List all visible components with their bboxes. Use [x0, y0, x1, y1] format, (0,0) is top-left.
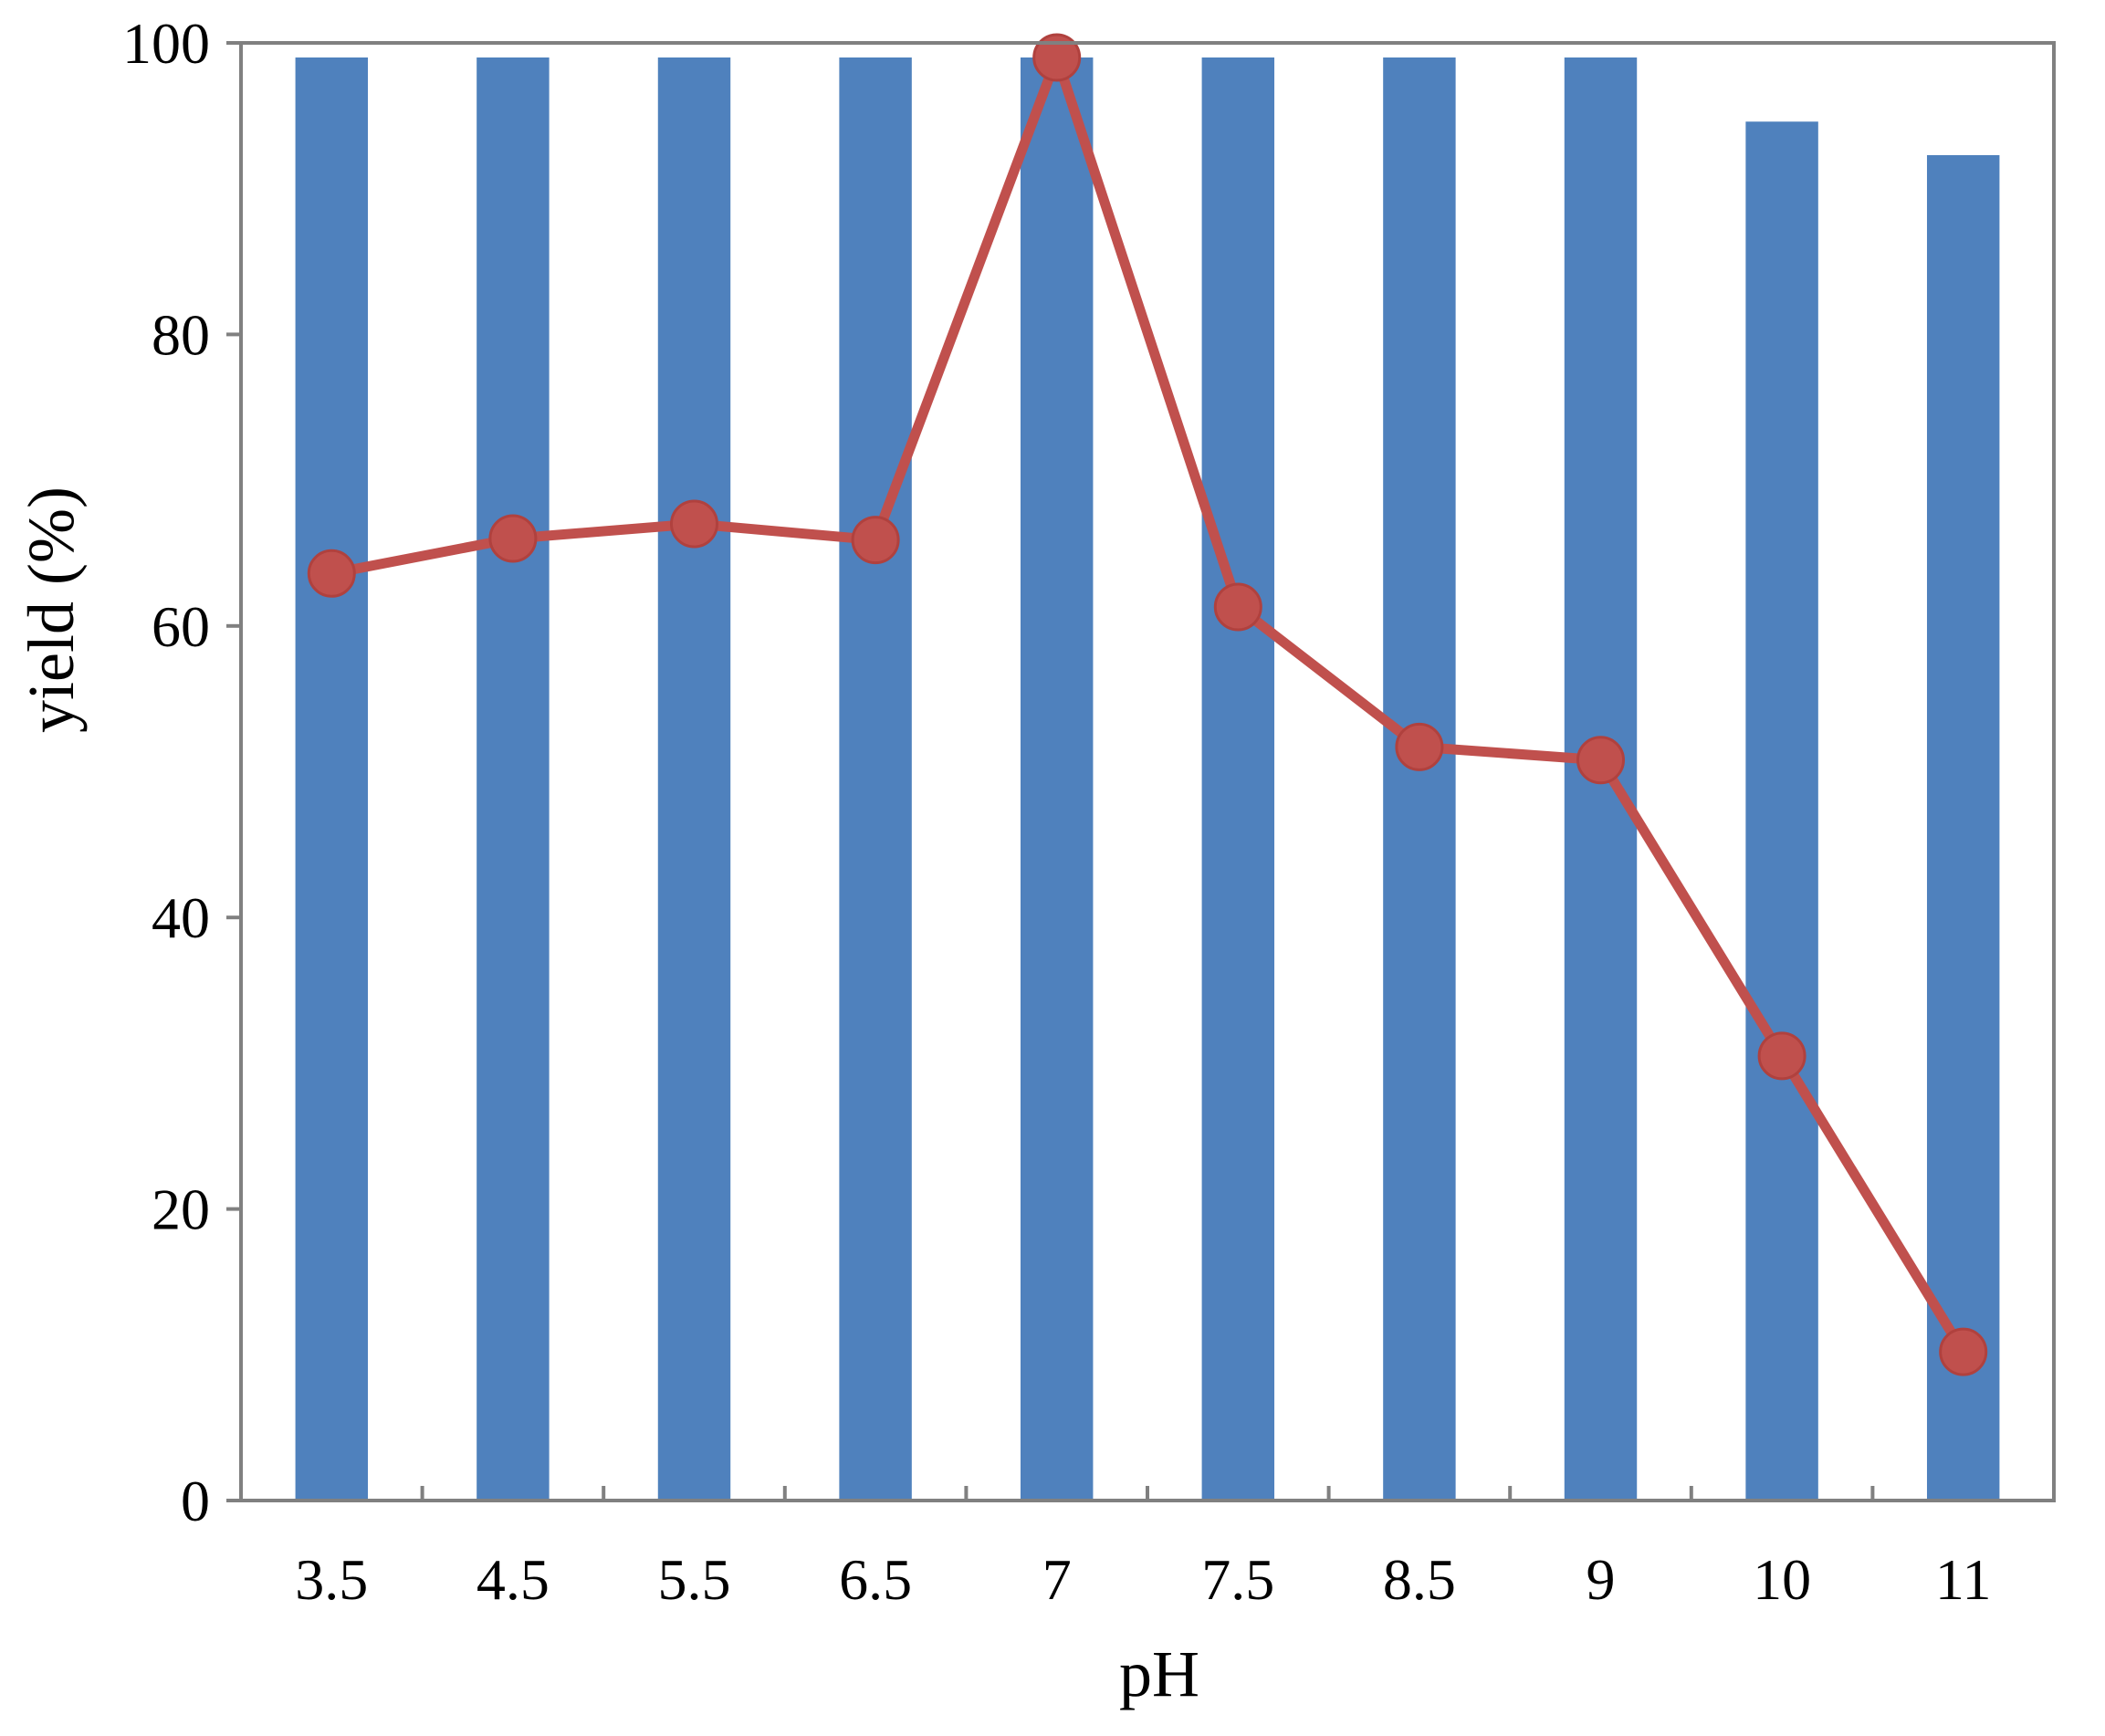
line-layer — [307, 33, 1988, 1376]
x-tick-label: 6.5 — [839, 1547, 912, 1612]
bar-3.5 — [295, 57, 369, 1501]
bar-8.5 — [1383, 57, 1456, 1501]
y-tick-label: 20 — [152, 1177, 210, 1242]
y-tick-label: 40 — [152, 885, 210, 950]
bar-4.5 — [477, 57, 550, 1501]
x-tick-label: 3.5 — [295, 1547, 368, 1612]
line-point-4.5 — [488, 514, 538, 563]
x-axis-title: pH — [1119, 1637, 1199, 1710]
y-tick-label: 0 — [181, 1469, 210, 1533]
x-tick-label: 4.5 — [477, 1547, 550, 1612]
line-point-11 — [1939, 1327, 1988, 1376]
line-point-5.5 — [670, 499, 718, 549]
x-tick-label: 5.5 — [658, 1547, 731, 1612]
x-tick-label: 10 — [1753, 1547, 1811, 1612]
bars-layer — [295, 57, 2000, 1501]
y-tick-label: 80 — [152, 302, 210, 367]
bar-5.5 — [657, 57, 731, 1501]
line-point-7 — [1032, 33, 1082, 82]
bar-6.5 — [839, 57, 912, 1501]
bar-11 — [1926, 154, 2000, 1501]
bar-7 — [1020, 57, 1094, 1501]
x-tick-label: 11 — [1935, 1547, 1992, 1612]
line-point-9 — [1576, 736, 1625, 785]
x-tick-label: 7.5 — [1201, 1547, 1274, 1612]
line-point-7.5 — [1213, 582, 1262, 632]
line-point-6.5 — [851, 516, 900, 565]
axes-layer: 0 20 40 60 80 100 3.5 4.5 5.5 6.5 7 7.5 8.5 9 10 11 — [122, 11, 2056, 1612]
line-point-8.5 — [1395, 722, 1444, 771]
x-tick-label: 8.5 — [1383, 1547, 1456, 1612]
line-point-3.5 — [307, 549, 356, 598]
y-axis-title: yield (%) — [15, 486, 88, 733]
bar-10 — [1745, 121, 1818, 1501]
y-tick-label: 100 — [122, 11, 210, 76]
x-tick-label: 7 — [1042, 1547, 1072, 1612]
x-tick-label: 9 — [1587, 1547, 1616, 1612]
labels-layer: pH yield (%) — [15, 486, 1199, 1710]
bar-7.5 — [1201, 57, 1275, 1501]
line-point-10 — [1757, 1031, 1807, 1081]
y-tick-label: 60 — [152, 594, 210, 659]
series-line — [326, 52, 1969, 1357]
